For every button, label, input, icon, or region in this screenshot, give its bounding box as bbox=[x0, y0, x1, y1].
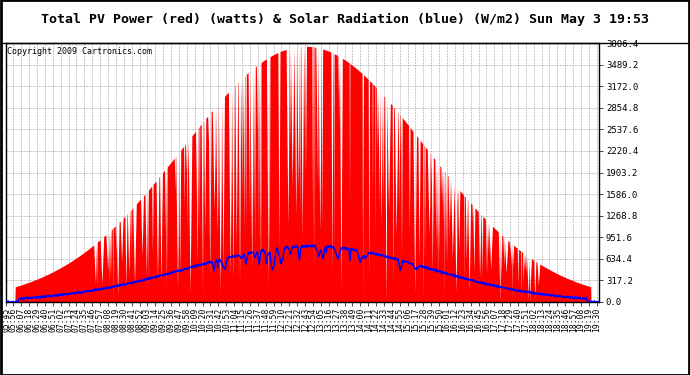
Text: Total PV Power (red) (watts) & Solar Radiation (blue) (W/m2) Sun May 3 19:53: Total PV Power (red) (watts) & Solar Rad… bbox=[41, 13, 649, 26]
Text: Copyright 2009 Cartronics.com: Copyright 2009 Cartronics.com bbox=[8, 47, 152, 56]
